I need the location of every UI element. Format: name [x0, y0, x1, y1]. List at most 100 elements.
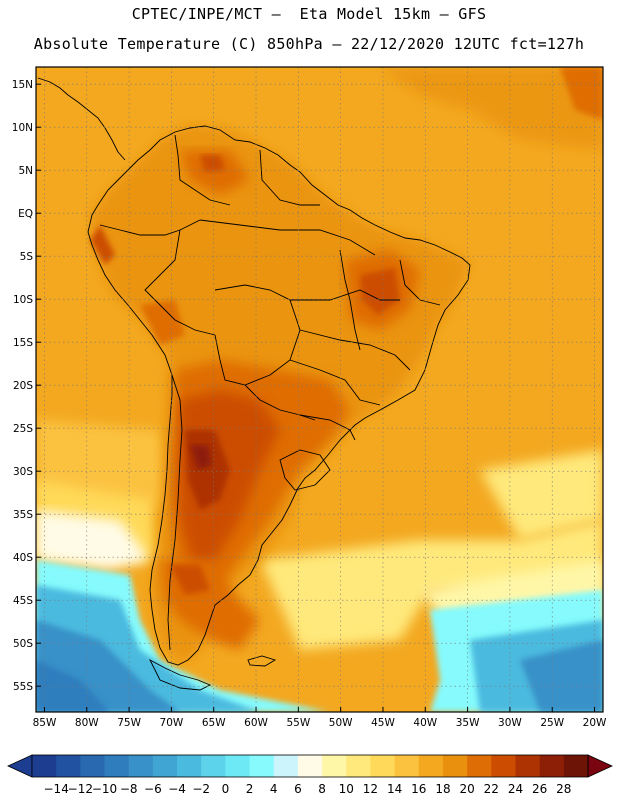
lon-tick-label: 60W: [244, 717, 268, 729]
lon-tick-label: 25W: [540, 717, 564, 729]
lon-tick-label: 35W: [456, 717, 480, 729]
map-frame: [35, 66, 604, 713]
colorbar-label: −10: [92, 782, 117, 796]
colorbar-swatch: [515, 755, 541, 777]
hottest-chaco-spot: [190, 445, 212, 470]
colorbar-label: 22: [484, 782, 499, 796]
colorbar-label: −6: [144, 782, 162, 796]
colorbar-label: 28: [556, 782, 571, 796]
colorbar-high-arrow: [587, 754, 613, 778]
colorbar-swatch: [273, 755, 299, 777]
colorbar-swatch: [152, 755, 178, 777]
lat-tick-label: EQ: [18, 208, 33, 220]
central-america-coastline: [37, 77, 126, 161]
brazil-states-6: [339, 249, 361, 351]
hot-venezuela: [180, 150, 250, 195]
colorbar-label: 18: [435, 782, 450, 796]
colorbar-label: 10: [339, 782, 354, 796]
falklands: [247, 655, 277, 667]
brazil-states-5: [299, 414, 356, 441]
hot-north-atlantic-spot: [560, 67, 603, 120]
colorbar-label: 20: [459, 782, 474, 796]
longitude-labels: 85W 80W 75W 70W 65W 60W 55W 50W 45W 40W 35W 30W 25W 2…: [33, 707, 607, 729]
cool-atlantic-east: [480, 450, 603, 540]
warm-north-atlantic: [380, 67, 603, 150]
lat-tick-label: 30S: [13, 466, 33, 478]
colorbar-label: 16: [411, 782, 426, 796]
tierra-del-fuego: [148, 658, 212, 691]
border-bolivia-paraguay: [214, 334, 271, 386]
colorbar-swatch: [467, 755, 492, 777]
colorbar-label: 6: [294, 782, 302, 796]
colorbar-swatch: [442, 755, 468, 777]
colorbar-label: 2: [246, 782, 254, 796]
lon-tick-label: 85W: [33, 717, 57, 729]
lon-tick-label: 65W: [202, 717, 226, 729]
colorbar-swatch: [128, 755, 154, 777]
hotter-northeast-brazil: [360, 268, 400, 315]
lat-tick-label: 20S: [13, 380, 33, 392]
map-borders: [37, 77, 471, 691]
brazil-states-4: [289, 359, 381, 406]
gridlines: [36, 67, 603, 712]
colorbar-swatch: [346, 755, 371, 777]
colorbar-swatch: [370, 755, 396, 777]
colorbar-label: 12: [363, 782, 378, 796]
colorbar-swatch: [32, 755, 57, 777]
cool-atlantic-band: [260, 520, 603, 650]
cool-pacific-white: [36, 510, 150, 570]
colorbar-label: −8: [120, 782, 138, 796]
lon-tick-label: 45W: [371, 717, 395, 729]
colorbar-label: 26: [532, 782, 547, 796]
lon-tick-label: 40W: [413, 717, 437, 729]
hotter-patagonia-spot: [170, 565, 210, 595]
lat-tick-label: 35S: [13, 509, 33, 521]
lon-tick-label: 55W: [286, 717, 310, 729]
colorbar-swatch: [418, 755, 444, 777]
coldest-south-atlantic: [520, 640, 603, 712]
lat-tick-label: 15S: [13, 337, 33, 349]
brazil-states-1: [199, 219, 376, 256]
lon-tick-label: 70W: [160, 717, 184, 729]
colorbar-label: 4: [270, 782, 278, 796]
latitude-labels: 15N 10N 5N EQ 5S 10S 15S 20S 25S 30S 35S 40S 45S 50S 5…: [12, 79, 41, 693]
border-chile-argentina: [167, 374, 183, 651]
border-brazil-peru: [144, 229, 216, 336]
border-venezuela-colombia: [174, 134, 231, 206]
colorbar-label: 8: [318, 782, 326, 796]
lat-tick-label: 55S: [13, 681, 33, 693]
colorbar-swatch: [80, 755, 105, 777]
brazil-states-3: [299, 329, 411, 371]
colorbar-swatch: [322, 755, 347, 777]
colorbar-label: 24: [508, 782, 523, 796]
colorbar-label: 0: [222, 782, 230, 796]
lat-tick-label: 15N: [12, 79, 33, 91]
border-uruguay: [279, 449, 331, 491]
lon-tick-label: 30W: [498, 717, 522, 729]
lat-tick-label: 5N: [18, 165, 33, 177]
hot-peru-spot: [140, 300, 185, 345]
lon-tick-label: 50W: [329, 717, 353, 729]
colorbar-label: −14: [44, 782, 69, 796]
colorbar-label: −4: [168, 782, 186, 796]
colorbar-swatch: [297, 755, 323, 777]
colorbar-swatch: [563, 755, 589, 777]
colorbar-swatch: [177, 755, 202, 777]
map-title: CPTEC/INPE/MCT – Eta Model 15km – GFS: [131, 5, 487, 23]
colorbar-swatch: [539, 755, 565, 777]
lat-tick-label: 45S: [13, 595, 33, 607]
map-subtitle: Absolute Temperature (C) 850hPa – 22/12/…: [33, 35, 585, 53]
lon-tick-label: 20W: [583, 717, 607, 729]
lat-tick-label: 10N: [12, 122, 33, 134]
lat-tick-label: 25S: [13, 423, 33, 435]
colorbar: −14−12−10 −8 −6 −4 −2 0 2 4 6 8 10 12 14 16 18 20 22 24 26…: [7, 754, 613, 796]
lat-tick-label: 10S: [13, 294, 33, 306]
lat-tick-label: 50S: [13, 638, 33, 650]
colorbar-label: 14: [387, 782, 402, 796]
colorbar-label: −2: [192, 782, 210, 796]
map-field: [36, 67, 603, 712]
colorbar-swatch: [56, 755, 81, 777]
hotter-venezuela-spot: [200, 155, 225, 172]
south-america-coastline: [87, 125, 471, 666]
